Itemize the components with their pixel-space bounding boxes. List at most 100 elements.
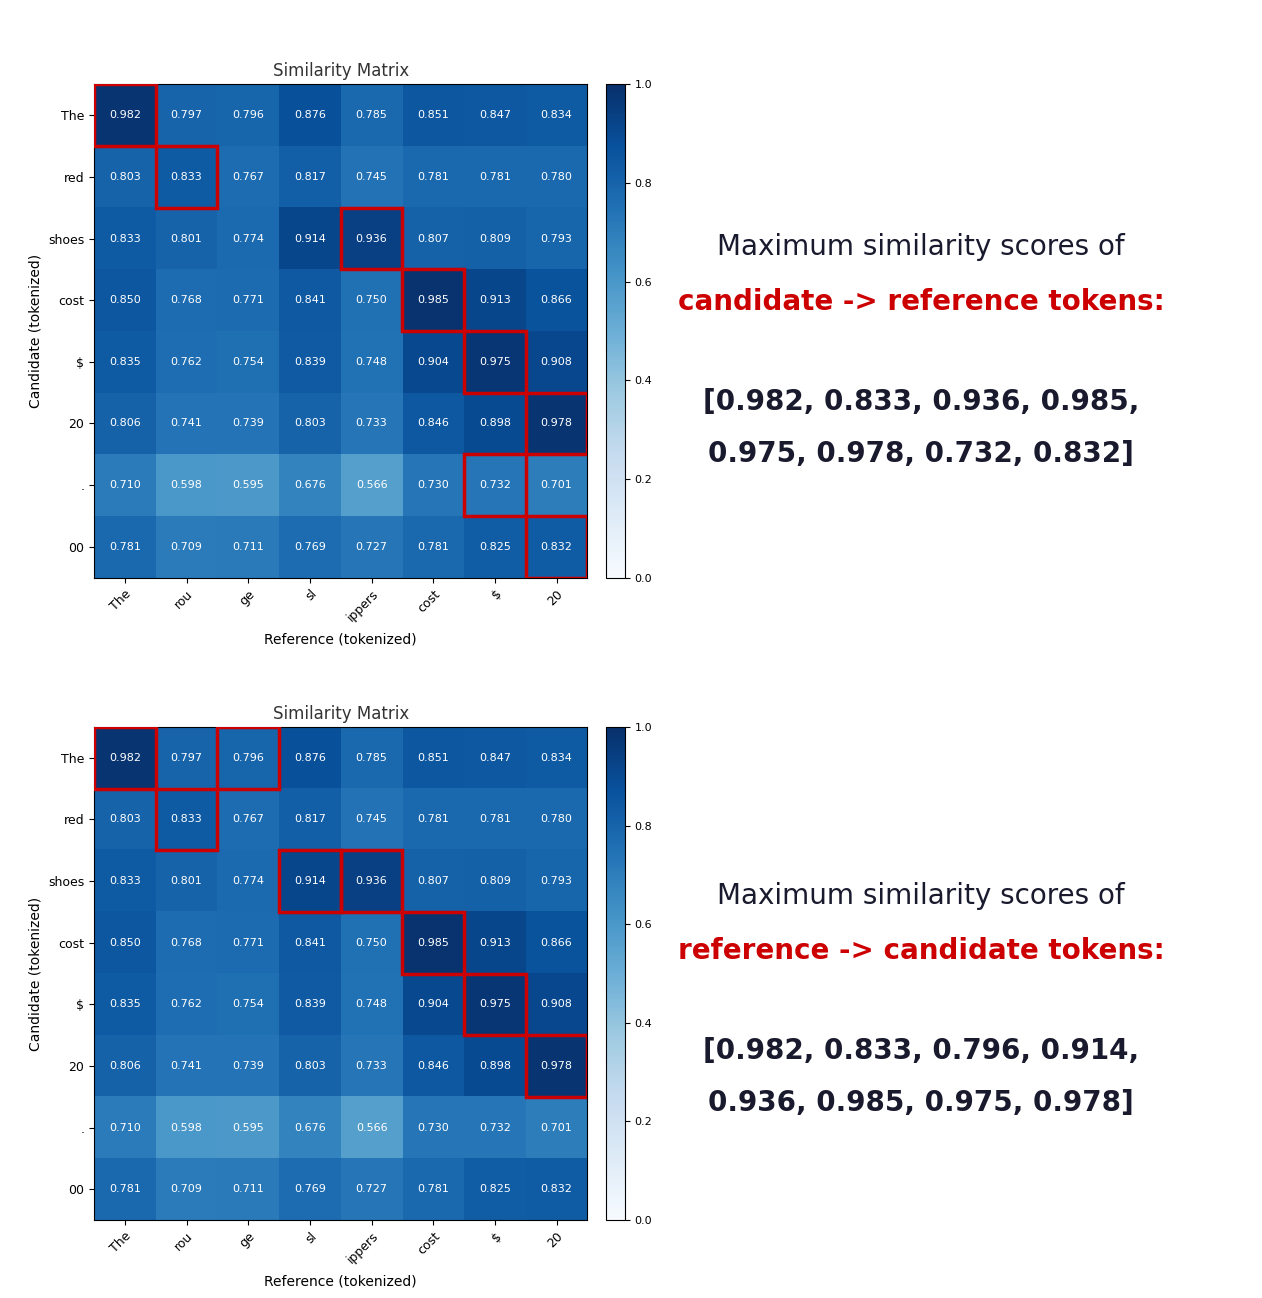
- Text: 0.711: 0.711: [232, 1184, 264, 1194]
- Text: 0.801: 0.801: [170, 234, 202, 244]
- Text: 0.785: 0.785: [356, 753, 387, 763]
- Bar: [279, 850, 341, 911]
- Text: 0.781: 0.781: [109, 541, 141, 552]
- Text: 0.598: 0.598: [170, 1123, 202, 1133]
- Text: 0.876: 0.876: [294, 753, 326, 763]
- Text: 0.908: 0.908: [540, 999, 573, 1010]
- Text: 0.982: 0.982: [109, 753, 141, 763]
- Text: candidate -> reference tokens:: candidate -> reference tokens:: [678, 288, 1165, 317]
- Text: 0.914: 0.914: [294, 234, 326, 244]
- Text: 0.834: 0.834: [540, 110, 573, 121]
- Text: 0.809: 0.809: [480, 234, 511, 244]
- Text: 0.898: 0.898: [478, 418, 511, 428]
- Bar: [403, 911, 464, 974]
- Text: 0.598: 0.598: [170, 480, 202, 491]
- Text: 0.835: 0.835: [109, 999, 141, 1010]
- Text: 0.850: 0.850: [109, 937, 141, 948]
- Text: 0.841: 0.841: [294, 295, 326, 305]
- Text: 0.781: 0.781: [418, 814, 449, 824]
- Text: 0.780: 0.780: [540, 171, 573, 182]
- Text: 0.796: 0.796: [232, 753, 264, 763]
- Text: 0.595: 0.595: [232, 1123, 264, 1133]
- Text: 0.936, 0.985, 0.975, 0.978]: 0.936, 0.985, 0.975, 0.978]: [708, 1089, 1135, 1118]
- Text: 0.803: 0.803: [294, 1060, 326, 1071]
- Text: 0.741: 0.741: [170, 1060, 202, 1071]
- Text: 0.767: 0.767: [232, 171, 264, 182]
- Text: 0.978: 0.978: [540, 1060, 573, 1071]
- Text: 0.876: 0.876: [294, 110, 326, 121]
- Text: reference -> candidate tokens:: reference -> candidate tokens:: [678, 937, 1165, 966]
- Text: 0.851: 0.851: [418, 753, 449, 763]
- Text: 0.768: 0.768: [170, 937, 202, 948]
- Text: 0.866: 0.866: [540, 937, 573, 948]
- Text: 0.913: 0.913: [480, 295, 511, 305]
- Text: 0.803: 0.803: [109, 814, 141, 824]
- Text: 0.936: 0.936: [356, 876, 387, 887]
- Text: Maximum similarity scores of: Maximum similarity scores of: [718, 232, 1124, 261]
- Text: 0.739: 0.739: [232, 1060, 264, 1071]
- X-axis label: Reference (tokenized): Reference (tokenized): [265, 1275, 416, 1289]
- Text: 0.797: 0.797: [170, 753, 203, 763]
- Text: 0.847: 0.847: [478, 110, 511, 121]
- Text: 0.732: 0.732: [480, 480, 511, 491]
- Text: 0.711: 0.711: [232, 541, 264, 552]
- Text: 0.750: 0.750: [356, 937, 387, 948]
- Text: 0.762: 0.762: [170, 999, 202, 1010]
- Text: 0.807: 0.807: [418, 876, 449, 887]
- Text: 0.839: 0.839: [294, 999, 326, 1010]
- Text: 0.806: 0.806: [109, 1060, 141, 1071]
- Text: Maximum similarity scores of: Maximum similarity scores of: [718, 881, 1124, 910]
- Text: 0.809: 0.809: [480, 876, 511, 887]
- Text: 0.833: 0.833: [170, 814, 202, 824]
- Text: 0.914: 0.914: [294, 876, 326, 887]
- Bar: [526, 515, 587, 578]
- Text: 0.727: 0.727: [356, 541, 387, 552]
- Text: 0.985: 0.985: [418, 295, 449, 305]
- Text: 0.733: 0.733: [356, 418, 387, 428]
- Text: 0.566: 0.566: [356, 1123, 387, 1133]
- Text: 0.797: 0.797: [170, 110, 203, 121]
- Text: 0.710: 0.710: [109, 1123, 141, 1133]
- Text: 0.846: 0.846: [418, 1060, 449, 1071]
- Text: 0.781: 0.781: [480, 814, 511, 824]
- Text: [0.982, 0.833, 0.936, 0.985,: [0.982, 0.833, 0.936, 0.985,: [703, 388, 1140, 417]
- Bar: [464, 331, 526, 392]
- Text: 0.781: 0.781: [418, 171, 449, 182]
- Text: 0.769: 0.769: [294, 1184, 326, 1194]
- Text: 0.803: 0.803: [294, 418, 326, 428]
- Text: 0.595: 0.595: [232, 480, 264, 491]
- Text: 0.676: 0.676: [294, 480, 326, 491]
- Text: 0.866: 0.866: [540, 295, 573, 305]
- Bar: [403, 269, 464, 331]
- Text: 0.803: 0.803: [109, 171, 141, 182]
- Text: 0.913: 0.913: [480, 937, 511, 948]
- Text: 0.771: 0.771: [232, 295, 264, 305]
- Text: 0.806: 0.806: [109, 418, 141, 428]
- Text: 0.750: 0.750: [356, 295, 387, 305]
- Text: 0.733: 0.733: [356, 1060, 387, 1071]
- Text: 0.748: 0.748: [356, 999, 387, 1010]
- Text: 0.839: 0.839: [294, 357, 326, 367]
- Text: 0.841: 0.841: [294, 937, 326, 948]
- Text: 0.701: 0.701: [540, 480, 573, 491]
- Title: Similarity Matrix: Similarity Matrix: [273, 705, 409, 723]
- Text: 0.904: 0.904: [418, 999, 449, 1010]
- Text: 0.781: 0.781: [418, 1184, 449, 1194]
- Text: 0.771: 0.771: [232, 937, 264, 948]
- Text: 0.709: 0.709: [170, 1184, 202, 1194]
- Bar: [155, 145, 217, 208]
- Text: 0.825: 0.825: [480, 541, 511, 552]
- Text: 0.754: 0.754: [232, 357, 264, 367]
- Text: 0.727: 0.727: [356, 1184, 387, 1194]
- Bar: [155, 788, 217, 850]
- Text: 0.832: 0.832: [540, 1184, 573, 1194]
- Text: 0.825: 0.825: [480, 1184, 511, 1194]
- Bar: [341, 850, 403, 911]
- Text: 0.982: 0.982: [109, 110, 141, 121]
- Text: 0.904: 0.904: [418, 357, 449, 367]
- Text: 0.768: 0.768: [170, 295, 202, 305]
- Title: Similarity Matrix: Similarity Matrix: [273, 62, 409, 80]
- Text: 0.817: 0.817: [294, 814, 326, 824]
- X-axis label: Reference (tokenized): Reference (tokenized): [265, 632, 416, 646]
- Bar: [217, 727, 279, 788]
